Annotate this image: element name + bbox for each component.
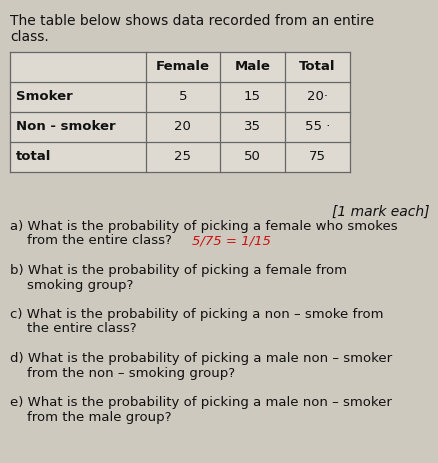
Text: Female: Female [156,61,210,74]
Text: total: total [16,150,51,163]
Text: d) What is the probability of picking a male non – smoker: d) What is the probability of picking a … [10,352,392,365]
Text: Non - smoker: Non - smoker [16,120,116,133]
Text: 55 ·: 55 · [305,120,330,133]
Text: the entire class?: the entire class? [10,323,137,336]
Text: 35: 35 [244,120,261,133]
Text: 20·: 20· [307,90,328,104]
Text: from the non – smoking group?: from the non – smoking group? [10,367,235,380]
Text: Total: Total [299,61,336,74]
Text: 25: 25 [174,150,191,163]
Text: Male: Male [234,61,270,74]
Text: 50: 50 [244,150,261,163]
Text: The table below shows data recorded from an entire: The table below shows data recorded from… [10,14,374,28]
Text: smoking group?: smoking group? [10,279,134,292]
Text: [1 mark each]: [1 mark each] [332,205,430,219]
Text: from the entire class?: from the entire class? [10,234,172,248]
Text: Smoker: Smoker [16,90,73,104]
Text: c) What is the probability of picking a non – smoke from: c) What is the probability of picking a … [10,308,384,321]
Text: e) What is the probability of picking a male non – smoker: e) What is the probability of picking a … [10,396,392,409]
Text: 15: 15 [244,90,261,104]
Text: b) What is the probability of picking a female from: b) What is the probability of picking a … [10,264,347,277]
Bar [10,52,350,172]
Text: 5: 5 [179,90,187,104]
Text: 75: 75 [309,150,326,163]
Text: from the male group?: from the male group? [10,411,172,424]
Text: 5/75 = 1/15: 5/75 = 1/15 [192,234,271,248]
Text: a) What is the probability of picking a female who smokes: a) What is the probability of picking a … [10,220,398,233]
Text: 20: 20 [174,120,191,133]
Text: class.: class. [10,30,49,44]
